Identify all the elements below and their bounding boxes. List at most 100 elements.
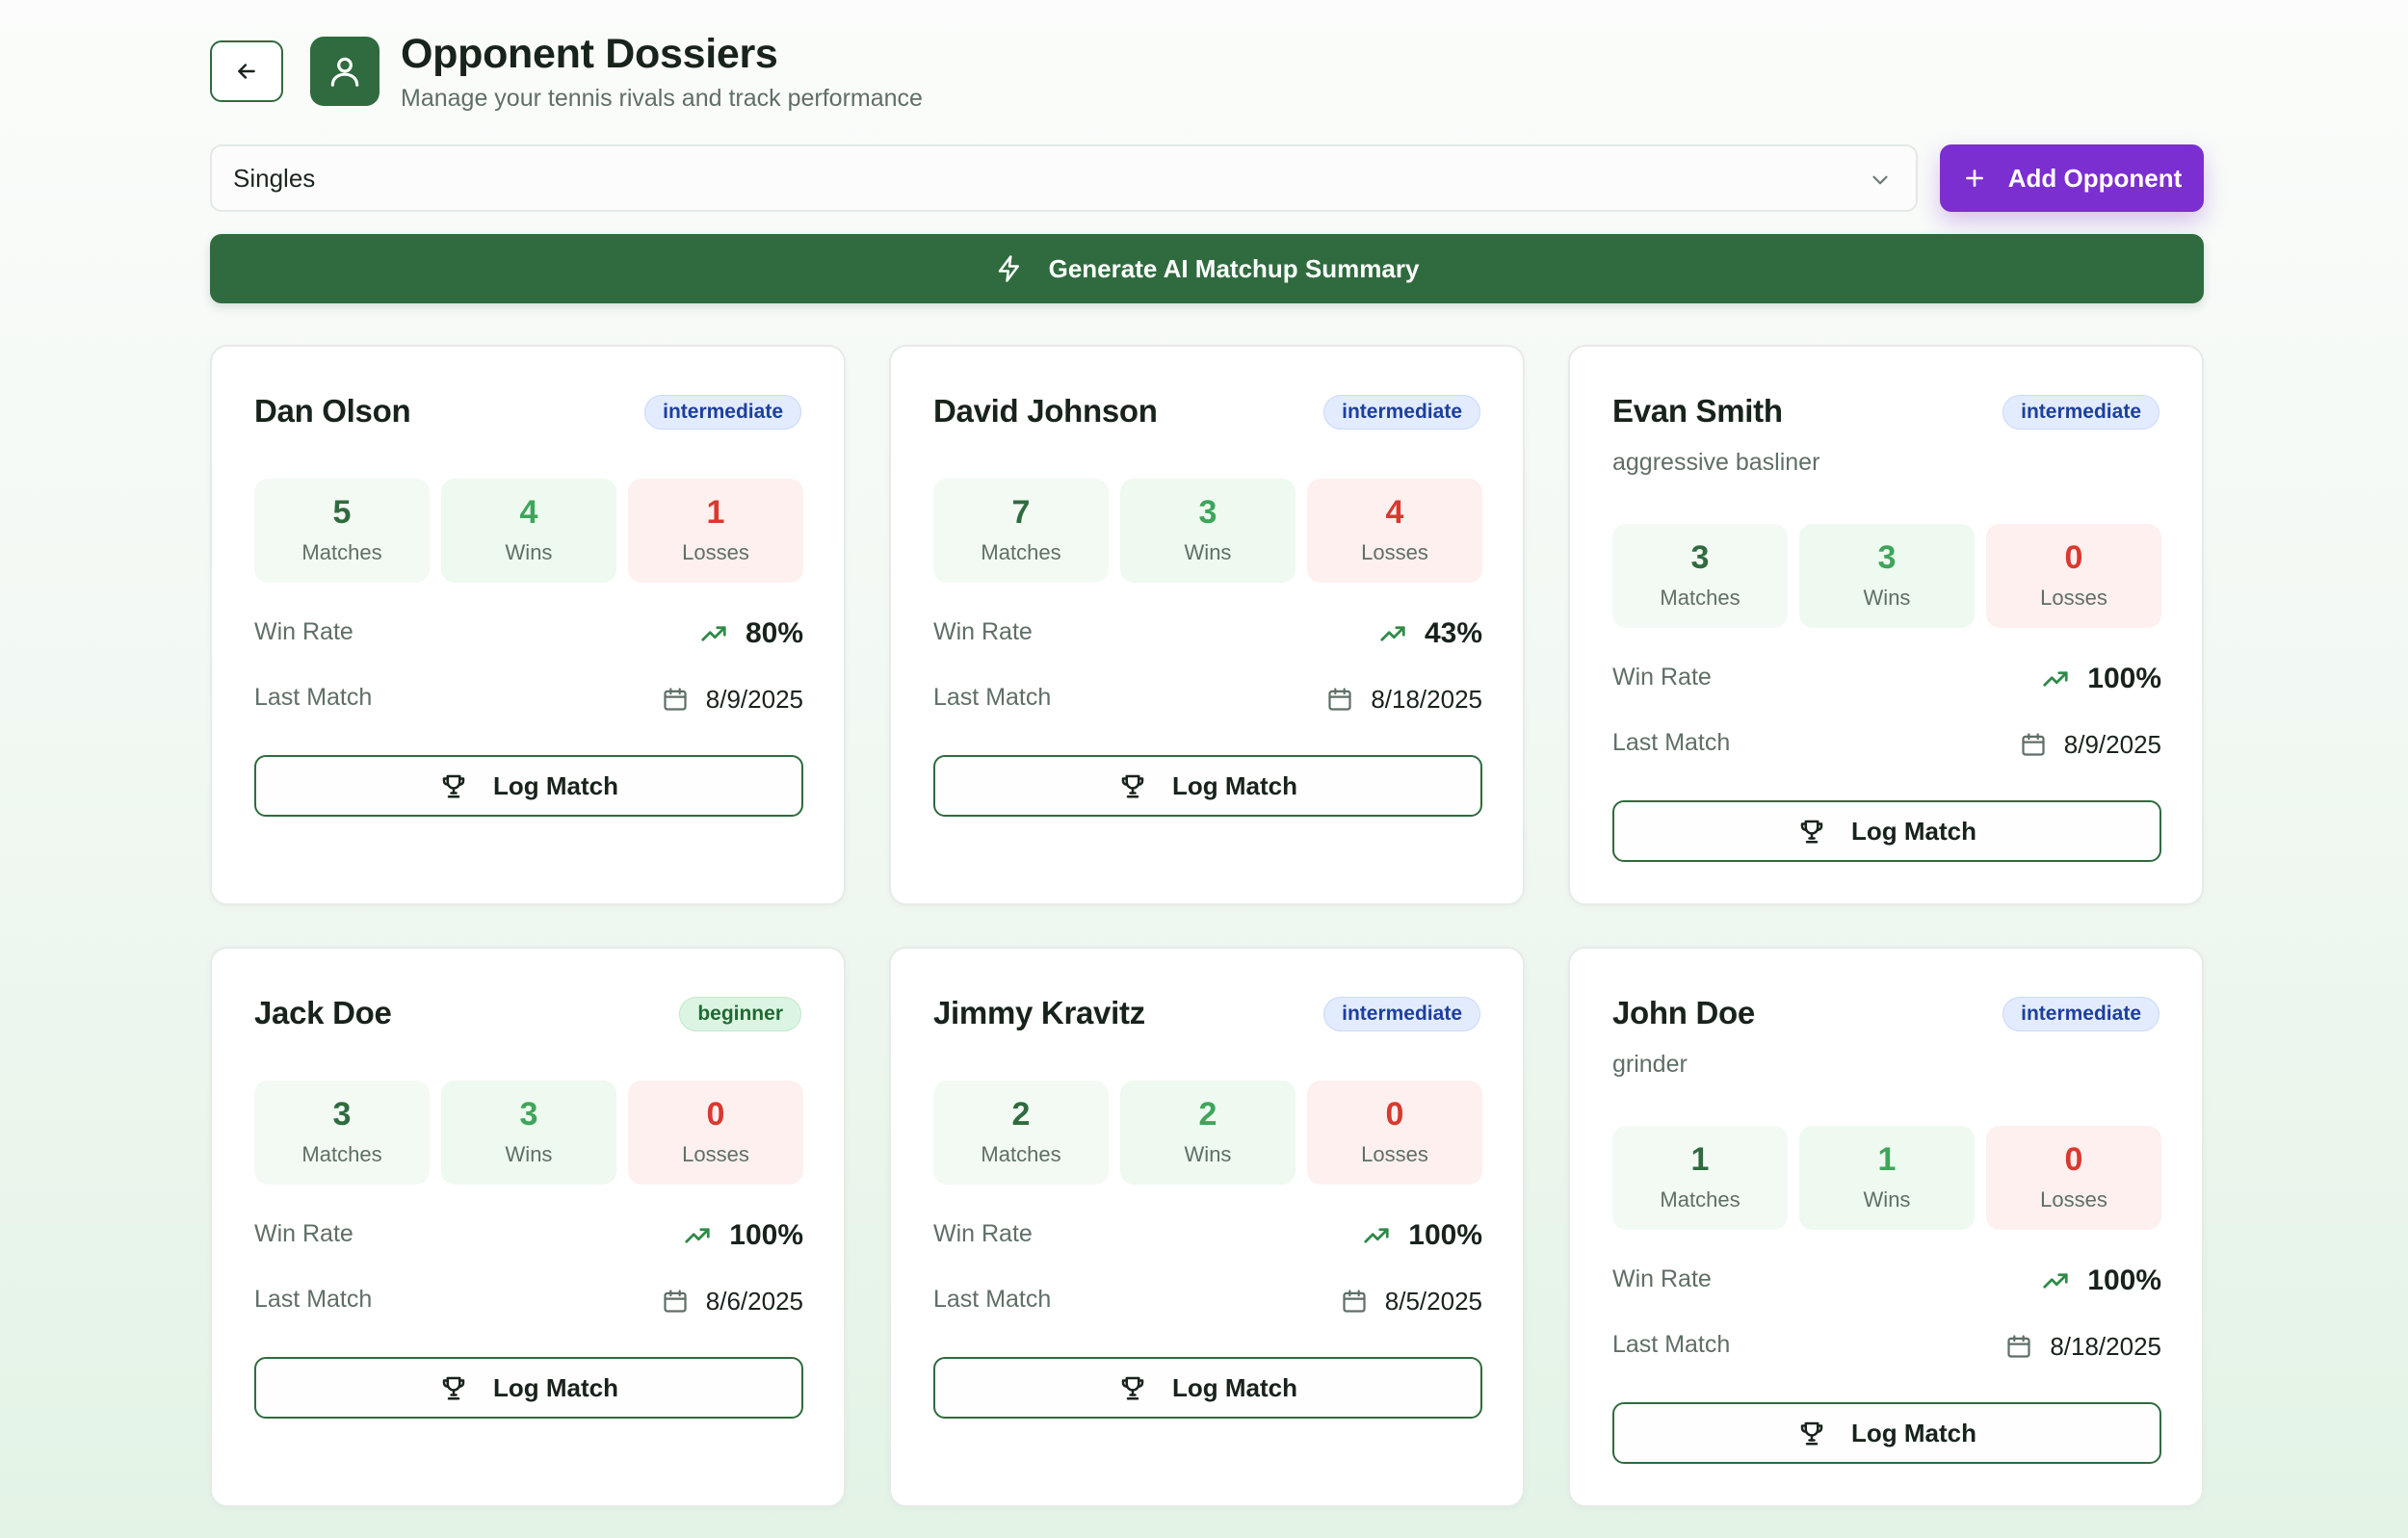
opponent-name: Jimmy Kravitz	[933, 995, 1145, 1030]
losses-label: Losses	[2040, 1186, 2107, 1212]
matches-count: 5	[332, 494, 352, 532]
trophy-icon	[1800, 820, 1823, 844]
last-match-date: 8/18/2025	[1371, 684, 1482, 714]
skill-level-badge: intermediate	[1323, 395, 1480, 430]
losses-stat: 4 Losses	[1307, 479, 1482, 583]
last-match-label: Last Match	[933, 684, 1052, 711]
wins-stat: 3 Wins	[441, 1081, 616, 1185]
last-match-row: Last Match 8/6/2025	[254, 1282, 803, 1320]
calendar-icon	[1343, 1290, 1366, 1313]
wins-count: 3	[519, 1096, 538, 1134]
win-rate-value: 43%	[1424, 617, 1482, 649]
log-match-button[interactable]: Log Match	[933, 755, 1482, 817]
losses-label: Losses	[682, 539, 749, 564]
log-match-button[interactable]: Log Match	[254, 1357, 803, 1419]
opponent-card: John Doe intermediate grinder 1 Matches …	[1568, 947, 2204, 1507]
wins-count: 2	[1198, 1096, 1217, 1134]
log-match-label: Log Match	[493, 770, 618, 800]
win-rate-label: Win Rate	[254, 618, 353, 645]
log-match-button[interactable]: Log Match	[933, 1357, 1482, 1419]
trending-up-icon	[2043, 671, 2068, 687]
opponent-card: David Johnson intermediate 7 Matches 3 W…	[889, 345, 1525, 905]
user-icon	[330, 57, 359, 87]
back-button[interactable]	[210, 40, 283, 102]
matches-label: Matches	[981, 1141, 1061, 1166]
trophy-icon	[1800, 1421, 1823, 1446]
wins-stat: 1 Wins	[1799, 1126, 1975, 1230]
stats-row: 5 Matches 4 Wins 1 Losses	[254, 479, 803, 583]
last-match-value-group: 8/18/2025	[1326, 680, 1482, 718]
opponent-name: David Johnson	[933, 393, 1158, 429]
win-rate-value: 100%	[729, 1219, 803, 1251]
add-opponent-button[interactable]: Add Opponent	[1940, 144, 2204, 212]
win-rate-label: Win Rate	[933, 618, 1033, 645]
matches-stat: 3 Matches	[1612, 524, 1788, 628]
win-rate-value-group: 100%	[2041, 660, 2161, 698]
opponent-name: Dan Olson	[254, 393, 411, 429]
matches-label: Matches	[981, 539, 1061, 564]
losses-count: 1	[706, 494, 725, 532]
matches-stat: 5 Matches	[254, 479, 430, 583]
wins-stat: 2 Wins	[1120, 1081, 1296, 1185]
last-match-label: Last Match	[933, 1286, 1052, 1313]
page-subtitle: Manage your tennis rivals and track perf…	[401, 85, 923, 112]
skill-level-badge: intermediate	[2002, 395, 2159, 430]
log-match-label: Log Match	[1172, 1372, 1297, 1402]
matches-stat: 1 Matches	[1612, 1126, 1788, 1230]
stats-row: 2 Matches 2 Wins 0 Losses	[933, 1081, 1482, 1185]
losses-count: 0	[706, 1096, 725, 1134]
log-match-button[interactable]: Log Match	[1612, 800, 2161, 862]
calendar-icon	[664, 688, 687, 711]
win-rate-label: Win Rate	[254, 1220, 353, 1247]
log-match-button[interactable]: Log Match	[254, 755, 803, 817]
wins-count: 3	[1198, 494, 1217, 532]
last-match-row: Last Match 8/9/2025	[1612, 725, 2161, 764]
opponent-name: Jack Doe	[254, 995, 392, 1030]
matches-label: Matches	[1660, 1186, 1741, 1212]
win-rate-row: Win Rate 100%	[254, 1216, 803, 1255]
win-rate-value: 80%	[745, 617, 803, 649]
wins-count: 1	[1877, 1141, 1897, 1179]
win-rate-value-group: 43%	[1378, 614, 1482, 653]
wins-label: Wins	[1863, 1186, 1911, 1212]
win-rate-row: Win Rate 80%	[254, 614, 803, 653]
win-rate-value: 100%	[2087, 1264, 2161, 1296]
generate-ai-summary-button[interactable]: Generate AI Matchup Summary	[210, 234, 2204, 303]
opponent-card: Evan Smith intermediate aggressive basli…	[1568, 345, 2204, 905]
calendar-icon	[2022, 733, 2045, 756]
win-rate-value-group: 100%	[1362, 1216, 1482, 1255]
match-type-select[interactable]: Singles	[210, 144, 1918, 212]
last-match-value-group: 8/18/2025	[2005, 1327, 2161, 1366]
wins-count: 4	[519, 494, 538, 532]
opponent-card: Dan Olson intermediate 5 Matches 4 Wins …	[210, 345, 846, 905]
wins-label: Wins	[1184, 1141, 1232, 1166]
wins-label: Wins	[505, 1141, 553, 1166]
losses-label: Losses	[1361, 1141, 1428, 1166]
win-rate-row: Win Rate 100%	[933, 1216, 1482, 1255]
last-match-date: 8/9/2025	[705, 684, 803, 714]
last-match-row: Last Match 8/18/2025	[933, 680, 1482, 718]
trophy-icon	[442, 774, 465, 798]
log-match-label: Log Match	[1851, 816, 1976, 846]
last-match-row: Last Match 8/18/2025	[1612, 1327, 2161, 1366]
win-rate-value-group: 100%	[2041, 1262, 2161, 1300]
losses-count: 0	[2064, 1141, 2083, 1179]
wins-stat: 3 Wins	[1799, 524, 1975, 628]
losses-count: 0	[1385, 1096, 1404, 1134]
trophy-icon	[442, 1376, 465, 1400]
wins-label: Wins	[1863, 585, 1911, 610]
opponent-name: John Doe	[1612, 995, 1755, 1030]
matches-stat: 7 Matches	[933, 479, 1109, 583]
win-rate-label: Win Rate	[1612, 1265, 1712, 1292]
last-match-row: Last Match 8/9/2025	[254, 680, 803, 718]
losses-label: Losses	[682, 1141, 749, 1166]
trending-up-icon	[701, 626, 726, 641]
trending-up-icon	[685, 1228, 710, 1243]
wins-count: 3	[1877, 539, 1897, 577]
losses-stat: 0 Losses	[1307, 1081, 1482, 1185]
matches-label: Matches	[301, 1141, 382, 1166]
log-match-button[interactable]: Log Match	[1612, 1402, 2161, 1464]
trending-up-icon	[1364, 1228, 1389, 1243]
add-opponent-label: Add Opponent	[2007, 163, 2183, 193]
last-match-date: 8/9/2025	[2063, 729, 2161, 759]
